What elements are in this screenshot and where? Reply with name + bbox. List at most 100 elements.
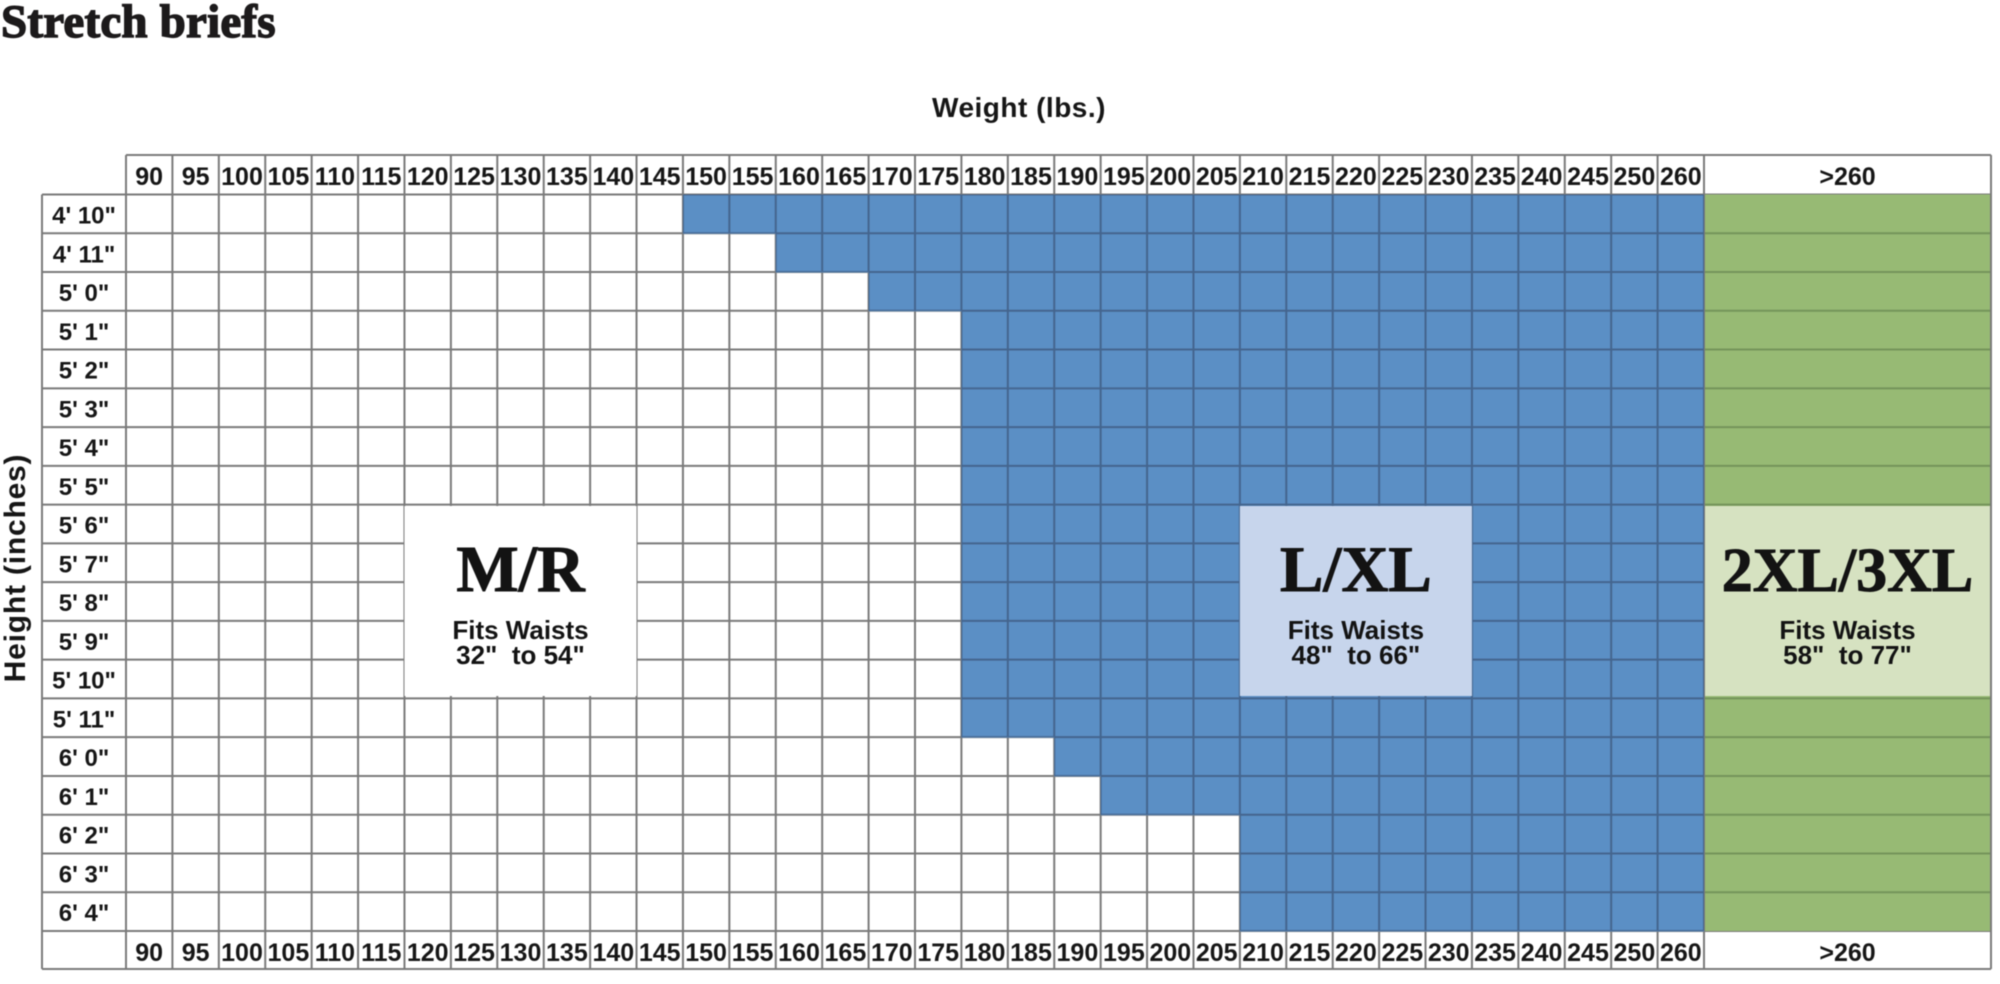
svg-text:Fits Waists: Fits Waists: [452, 615, 588, 645]
svg-text:110: 110: [315, 939, 355, 967]
svg-text:210: 210: [1242, 163, 1284, 191]
svg-text:>260: >260: [1819, 939, 1875, 967]
svg-text:165: 165: [825, 163, 867, 191]
svg-text:145: 145: [639, 939, 681, 967]
svg-text:5' 4": 5' 4": [59, 435, 109, 462]
svg-text:5' 11": 5' 11": [53, 706, 115, 733]
svg-text:160: 160: [778, 163, 820, 191]
svg-text:230: 230: [1428, 163, 1470, 191]
svg-text:175: 175: [917, 163, 959, 191]
svg-text:190: 190: [1057, 939, 1099, 967]
svg-text:220: 220: [1335, 939, 1377, 967]
svg-text:200: 200: [1149, 939, 1191, 967]
svg-text:90: 90: [135, 163, 163, 191]
svg-text:5' 2": 5' 2": [59, 358, 109, 385]
svg-text:235: 235: [1474, 163, 1516, 191]
svg-text:5' 1": 5' 1": [59, 319, 109, 346]
svg-text:120: 120: [407, 939, 449, 967]
svg-text:130: 130: [500, 163, 542, 191]
svg-text:58" to 77": 58" to 77": [1783, 640, 1912, 670]
svg-text:M/R: M/R: [456, 533, 586, 606]
svg-text:Stretch briefs: Stretch briefs: [1, 0, 276, 48]
svg-text:135: 135: [546, 163, 588, 191]
svg-text:155: 155: [732, 939, 774, 967]
svg-text:205: 205: [1196, 939, 1238, 967]
svg-text:Fits Waists: Fits Waists: [1779, 615, 1915, 645]
svg-text:210: 210: [1242, 939, 1284, 967]
svg-text:6' 3": 6' 3": [59, 862, 109, 889]
svg-text:6' 4": 6' 4": [59, 900, 109, 927]
svg-text:125: 125: [453, 163, 495, 191]
svg-text:260: 260: [1660, 163, 1702, 191]
svg-text:235: 235: [1474, 939, 1516, 967]
svg-text:5' 9": 5' 9": [59, 629, 109, 656]
svg-text:5' 7": 5' 7": [59, 551, 109, 578]
svg-text:155: 155: [732, 163, 774, 191]
svg-text:150: 150: [685, 939, 727, 967]
svg-text:6' 0": 6' 0": [59, 745, 109, 772]
svg-text:32" to 54": 32" to 54": [456, 640, 585, 670]
svg-text:215: 215: [1289, 163, 1331, 191]
svg-text:5' 5": 5' 5": [59, 474, 109, 501]
svg-text:135: 135: [546, 939, 588, 967]
svg-text:230: 230: [1428, 939, 1470, 967]
svg-text:160: 160: [778, 939, 820, 967]
svg-text:5' 3": 5' 3": [59, 396, 109, 423]
svg-text:6' 2": 6' 2": [59, 823, 109, 850]
svg-text:150: 150: [685, 163, 727, 191]
svg-text:260: 260: [1660, 939, 1702, 967]
svg-text:48" to 66": 48" to 66": [1292, 640, 1421, 670]
svg-text:225: 225: [1381, 939, 1423, 967]
svg-text:240: 240: [1521, 163, 1563, 191]
svg-text:L/XL: L/XL: [1280, 534, 1432, 606]
svg-text:185: 185: [1010, 939, 1052, 967]
svg-text:Fits Waists: Fits Waists: [1288, 615, 1424, 645]
svg-text:105: 105: [268, 939, 310, 967]
svg-text:165: 165: [825, 939, 867, 967]
svg-text:95: 95: [182, 939, 210, 967]
svg-text:Weight (lbs.): Weight (lbs.): [932, 92, 1106, 123]
svg-text:245: 245: [1567, 939, 1609, 967]
svg-text:195: 195: [1103, 163, 1145, 191]
svg-text:250: 250: [1614, 163, 1656, 191]
svg-text:4' 11": 4' 11": [53, 241, 115, 268]
svg-text:170: 170: [871, 163, 913, 191]
svg-text:115: 115: [361, 939, 401, 967]
svg-text:240: 240: [1521, 939, 1563, 967]
svg-text:2XL/3XL: 2XL/3XL: [1722, 537, 1973, 605]
svg-text:175: 175: [917, 939, 959, 967]
svg-text:100: 100: [221, 939, 263, 967]
svg-text:200: 200: [1149, 163, 1191, 191]
svg-text:215: 215: [1289, 939, 1331, 967]
svg-text:4' 10": 4' 10": [52, 203, 116, 230]
svg-text:250: 250: [1614, 939, 1656, 967]
svg-text:225: 225: [1381, 163, 1423, 191]
svg-text:100: 100: [221, 163, 263, 191]
svg-text:190: 190: [1057, 163, 1099, 191]
svg-text:170: 170: [871, 939, 913, 967]
svg-text:180: 180: [964, 163, 1006, 191]
svg-text:115: 115: [361, 163, 401, 191]
svg-text:130: 130: [500, 939, 542, 967]
svg-text:180: 180: [964, 939, 1006, 967]
svg-text:140: 140: [592, 939, 634, 967]
svg-text:6' 1": 6' 1": [59, 784, 109, 811]
svg-text:90: 90: [135, 939, 163, 967]
svg-text:5' 0": 5' 0": [59, 280, 109, 307]
svg-text:185: 185: [1010, 163, 1052, 191]
svg-text:125: 125: [453, 939, 495, 967]
svg-text:220: 220: [1335, 163, 1377, 191]
svg-text:195: 195: [1103, 939, 1145, 967]
svg-text:Height (inches): Height (inches): [0, 454, 32, 683]
svg-text:110: 110: [315, 163, 355, 191]
svg-text:245: 245: [1567, 163, 1609, 191]
svg-text:>260: >260: [1819, 163, 1875, 191]
svg-text:5' 6": 5' 6": [59, 513, 109, 540]
svg-text:145: 145: [639, 163, 681, 191]
svg-text:95: 95: [182, 163, 210, 191]
svg-text:140: 140: [592, 163, 634, 191]
svg-text:205: 205: [1196, 163, 1238, 191]
svg-text:5' 8": 5' 8": [59, 590, 109, 617]
svg-text:105: 105: [268, 163, 310, 191]
svg-text:5' 10": 5' 10": [52, 668, 116, 695]
